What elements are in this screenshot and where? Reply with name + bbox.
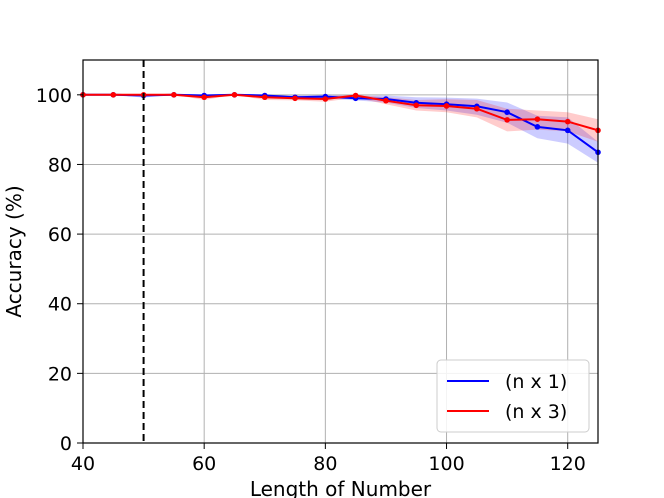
x-tick-label: 80 xyxy=(313,453,337,475)
data-point xyxy=(534,116,541,122)
series-line xyxy=(83,93,599,132)
data-point xyxy=(413,102,420,109)
plot-frame xyxy=(82,59,599,444)
data-point xyxy=(231,92,238,98)
data-point xyxy=(110,92,117,98)
data-point xyxy=(564,127,571,134)
axis-ticks: 40 60 80 100 120 0 20 40 60 80 100 xyxy=(36,85,586,475)
x-tick-label: 120 xyxy=(550,453,586,475)
legend: (n x 1) (n x 3) xyxy=(436,359,590,433)
x-tick-label: 40 xyxy=(71,453,95,475)
legend-box xyxy=(436,359,590,433)
y-tick-label: 60 xyxy=(48,224,72,246)
data-point xyxy=(474,105,480,112)
x-tick-label: 60 xyxy=(192,453,216,475)
data-point xyxy=(261,94,268,101)
data-point xyxy=(534,124,541,130)
legend-label: (n x 1) xyxy=(505,371,567,393)
data-point xyxy=(292,95,298,102)
data-point xyxy=(171,92,177,98)
x-tick-label: 100 xyxy=(428,453,464,475)
data-point xyxy=(322,96,329,102)
data-point xyxy=(504,117,510,123)
data-point xyxy=(383,97,389,104)
confidence-band xyxy=(83,94,598,163)
confidence-bands xyxy=(83,94,598,163)
data-point xyxy=(564,118,571,125)
data-point xyxy=(504,109,510,116)
data-point xyxy=(201,94,207,101)
y-tick-label: 0 xyxy=(60,433,72,455)
data-point xyxy=(352,92,359,99)
y-tick-label: 100 xyxy=(36,85,72,107)
legend-label: (n x 3) xyxy=(505,401,567,423)
x-axis-label: Length of Number xyxy=(250,477,432,498)
y-tick-label: 80 xyxy=(48,154,72,176)
y-tick-label: 20 xyxy=(48,363,72,385)
y-axis-label: Accuracy (%) xyxy=(2,185,26,317)
data-point xyxy=(443,103,450,109)
series-lines xyxy=(80,92,601,156)
y-tick-label: 40 xyxy=(48,294,72,316)
